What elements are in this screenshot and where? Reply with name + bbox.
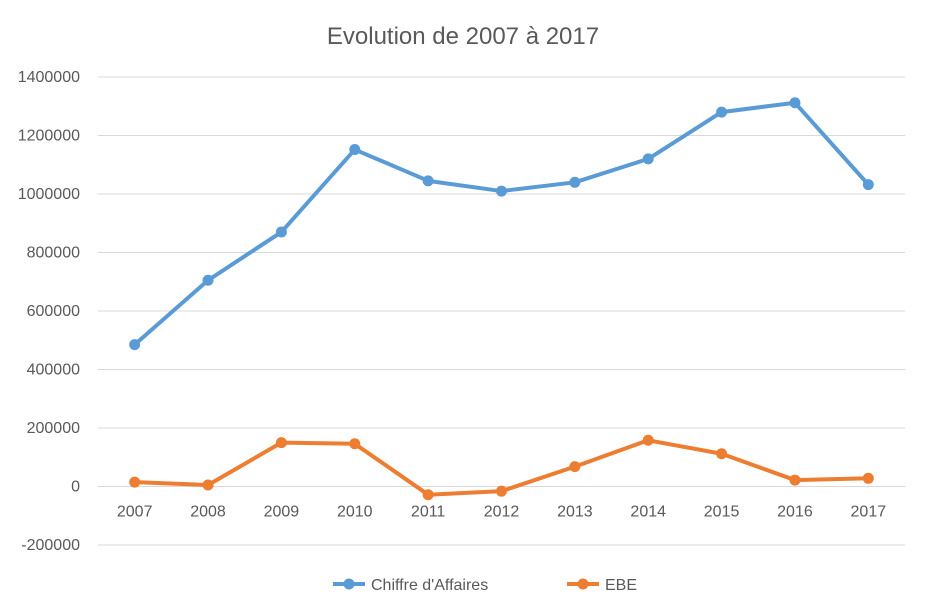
y-tick-label: 1200000 <box>18 128 80 145</box>
legend: Chiffre d'Affaires EBE <box>333 577 637 594</box>
data-point <box>422 175 434 187</box>
legend-item: Chiffre d'Affaires <box>333 577 488 594</box>
series-1 <box>129 97 874 351</box>
x-tick-label: 2007 <box>117 504 153 521</box>
data-point <box>862 472 874 484</box>
y-tick-label: 0 <box>71 479 80 496</box>
series-lines <box>129 97 874 501</box>
legend-swatch-marker <box>577 578 589 590</box>
y-axis: -200000 0 200000 400000 600000 800000 1000000 1… <box>18 69 80 554</box>
data-point <box>349 438 361 450</box>
x-tick-label: 2010 <box>337 504 373 521</box>
x-axis: 2007 2008 2009 2010 2011 2012 2013 2014 2015 2016… <box>117 504 886 521</box>
x-tick-label: 2013 <box>557 504 593 521</box>
data-point <box>789 97 801 109</box>
data-point <box>716 106 728 118</box>
y-tick-label: 400000 <box>27 362 80 379</box>
data-point <box>275 226 287 238</box>
data-point <box>349 144 361 156</box>
data-point <box>862 179 874 191</box>
x-tick-label: 2008 <box>190 504 226 521</box>
data-point <box>202 274 214 286</box>
chart-title: Evolution de 2007 à 2017 <box>327 23 599 50</box>
data-point <box>496 185 507 197</box>
y-tick-label: -200000 <box>21 537 80 554</box>
data-point <box>275 437 287 449</box>
x-tick-label: 2015 <box>704 504 740 521</box>
data-point <box>789 474 801 486</box>
data-point <box>129 476 141 488</box>
x-tick-label: 2017 <box>851 504 887 521</box>
legend-swatch-marker <box>343 578 355 590</box>
data-point <box>642 434 654 446</box>
y-tick-label: 600000 <box>27 303 80 320</box>
gridlines <box>98 76 905 546</box>
x-tick-label: 2009 <box>264 504 300 521</box>
data-point <box>496 485 507 497</box>
legend-label: Chiffre d'Affaires <box>371 577 488 594</box>
x-tick-label: 2016 <box>777 504 813 521</box>
data-point <box>716 448 728 460</box>
y-tick-label: 1000000 <box>18 186 80 203</box>
y-tick-label: 200000 <box>27 420 80 437</box>
series-line <box>132 100 871 347</box>
data-point <box>129 339 141 351</box>
legend-label: EBE <box>605 577 637 594</box>
data-point <box>422 489 434 501</box>
x-tick-label: 2014 <box>630 504 666 521</box>
data-point <box>202 479 214 491</box>
data-point <box>569 176 581 188</box>
data-point <box>642 153 654 165</box>
y-tick-label: 1400000 <box>18 69 80 86</box>
x-tick-label: 2012 <box>484 504 520 521</box>
x-tick-label: 2011 <box>411 504 446 521</box>
legend-item: EBE <box>567 577 637 594</box>
series-2 <box>129 434 874 501</box>
data-point <box>569 461 581 473</box>
y-tick-label: 800000 <box>27 245 80 262</box>
